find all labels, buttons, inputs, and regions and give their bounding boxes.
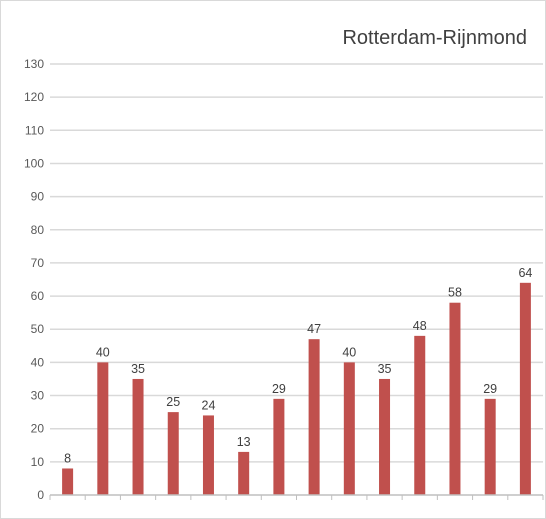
y-tick-label: 70 bbox=[31, 256, 45, 270]
data-label: 58 bbox=[448, 286, 462, 300]
data-label: 29 bbox=[483, 382, 497, 396]
y-tick-label: 20 bbox=[31, 422, 45, 436]
bar bbox=[273, 398, 285, 495]
data-label: 35 bbox=[378, 362, 392, 376]
y-tick-label: 130 bbox=[24, 57, 44, 71]
bar bbox=[308, 339, 320, 495]
bar bbox=[414, 335, 426, 495]
bar bbox=[238, 451, 250, 495]
bar bbox=[62, 468, 74, 495]
bar bbox=[379, 378, 391, 495]
y-tick-label: 110 bbox=[25, 123, 44, 137]
data-label: 25 bbox=[166, 395, 180, 409]
bar bbox=[519, 282, 531, 495]
y-axis-tick-labels: 0 10 20 30 40 50 60 70 80 90 100 110 120 130 bbox=[24, 57, 44, 502]
data-label: 47 bbox=[307, 322, 321, 336]
bar bbox=[132, 378, 144, 495]
y-tick-label: 50 bbox=[31, 322, 45, 336]
y-tick-label: 90 bbox=[31, 190, 45, 204]
y-tick-label: 0 bbox=[37, 488, 44, 502]
y-tick-label: 80 bbox=[31, 223, 45, 237]
data-label: 64 bbox=[518, 266, 532, 280]
y-tick-label: 10 bbox=[31, 455, 45, 469]
bars bbox=[62, 282, 531, 495]
y-tick-label: 120 bbox=[24, 90, 44, 104]
bar bbox=[167, 412, 179, 495]
data-label: 24 bbox=[202, 398, 216, 412]
bar bbox=[484, 398, 496, 495]
data-label: 48 bbox=[413, 319, 427, 333]
data-label: 8 bbox=[64, 451, 71, 465]
bar bbox=[202, 415, 214, 495]
y-tick-label: 30 bbox=[31, 389, 45, 403]
x-axis bbox=[49, 494, 544, 500]
data-label: 13 bbox=[237, 435, 251, 449]
data-label: 35 bbox=[131, 362, 145, 376]
gridlines bbox=[50, 63, 543, 463]
y-tick-label: 40 bbox=[31, 355, 45, 369]
y-tick-label: 60 bbox=[31, 289, 45, 303]
data-labels: 8 40 35 25 24 13 29 47 40 35 48 58 29 64 bbox=[64, 266, 532, 466]
bar bbox=[449, 302, 461, 495]
data-label: 40 bbox=[96, 345, 110, 359]
data-label: 40 bbox=[342, 345, 356, 359]
y-tick-label: 100 bbox=[24, 156, 44, 170]
bar bbox=[343, 362, 355, 495]
data-label: 29 bbox=[272, 382, 286, 396]
chart-title: Rotterdam-Rijnmond bbox=[342, 27, 527, 49]
bar bbox=[97, 362, 109, 495]
